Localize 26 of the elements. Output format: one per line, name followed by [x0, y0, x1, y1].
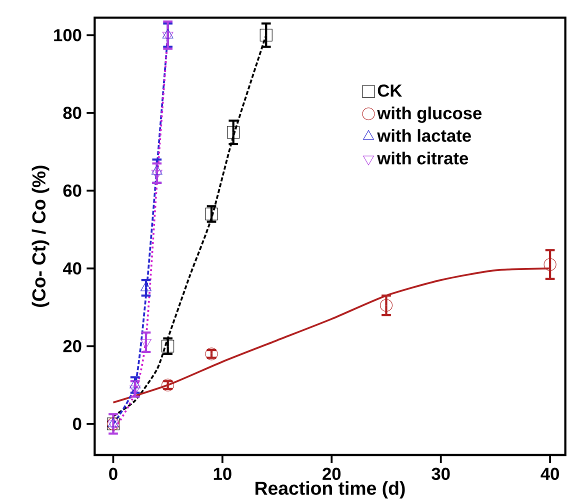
x-tick-label: 0	[109, 468, 118, 480]
point	[544, 258, 556, 271]
point	[227, 126, 240, 139]
y-axis-title: (Co- Ct) / Co (%)	[32, 166, 50, 307]
y-tick-label: 80	[63, 106, 82, 120]
point	[162, 340, 174, 352]
y-tick-label: 40	[62, 262, 82, 275]
y-tick-label: 0	[73, 418, 82, 430]
y-tick-label: 60	[63, 184, 82, 197]
point	[108, 418, 119, 428]
legend-label: with glucose	[377, 106, 482, 123]
y-tick-label: 20	[63, 340, 82, 352]
x-tick-label: 40	[540, 468, 559, 480]
point	[151, 170, 162, 180]
x-axis-title: Reaction time (d)	[256, 481, 405, 499]
x-tick-label: 10	[214, 468, 232, 480]
point	[380, 299, 393, 312]
legend-label: with citrate	[377, 152, 468, 164]
legend-label: CK	[378, 84, 402, 97]
point	[260, 28, 272, 42]
legend-label: with lactate	[377, 129, 471, 142]
x-tick-label: 30	[432, 468, 450, 480]
point	[162, 32, 174, 42]
point	[205, 208, 218, 220]
y-tick-label: 100	[54, 29, 82, 42]
x-tick-label: 20	[322, 468, 341, 480]
